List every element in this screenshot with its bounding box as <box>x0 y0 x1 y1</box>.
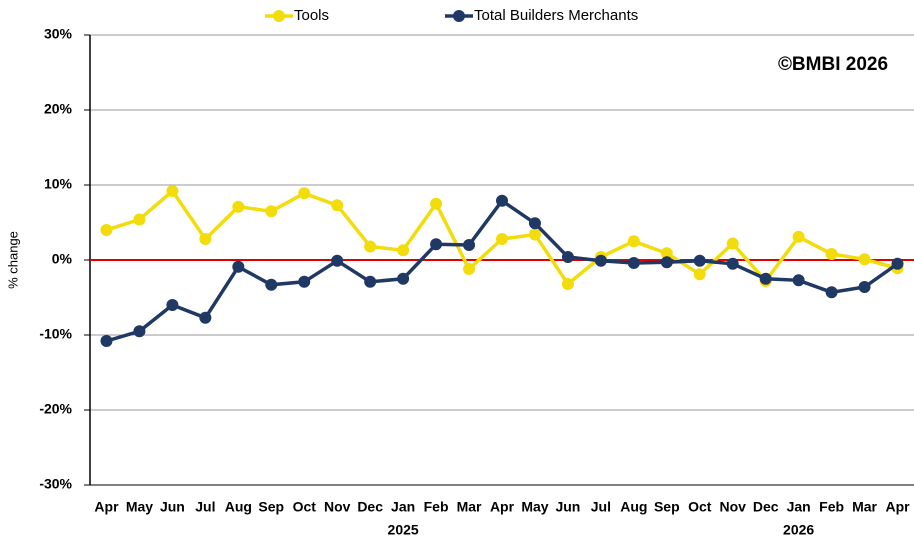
x-tick-label: Dec <box>753 499 779 515</box>
x-tick-label: Oct <box>293 499 317 515</box>
point <box>199 233 212 245</box>
point <box>561 251 574 263</box>
x-tick-label: May <box>126 499 153 515</box>
point <box>133 325 146 338</box>
point <box>133 213 146 226</box>
point <box>891 257 904 270</box>
point <box>627 257 640 269</box>
x-tick-label: Apr <box>94 499 119 515</box>
point <box>100 224 113 236</box>
point <box>792 274 805 287</box>
x-tick-label: Sep <box>258 499 284 515</box>
point <box>496 194 508 207</box>
point <box>693 268 706 281</box>
point <box>430 238 443 251</box>
point <box>397 272 410 285</box>
point <box>100 335 113 347</box>
legend-marker <box>273 10 285 22</box>
point <box>561 278 574 290</box>
point <box>792 230 805 243</box>
point <box>364 275 377 288</box>
legend-label: Tools <box>294 7 329 24</box>
point <box>759 272 772 285</box>
x-tick-label: Jul <box>195 499 215 515</box>
x-tick-label: Mar <box>457 499 482 515</box>
point <box>496 233 508 245</box>
x-tick-label: Nov <box>719 499 746 515</box>
y-tick-label: 0% <box>52 251 73 267</box>
point <box>858 281 871 293</box>
y-axis-label: % change <box>5 231 20 289</box>
point <box>594 254 607 267</box>
point <box>166 299 179 311</box>
x-tick-label: Jun <box>160 499 185 515</box>
x-tick-label: Jan <box>787 499 811 515</box>
point <box>166 185 179 197</box>
year-label: 2025 <box>388 522 419 538</box>
point <box>825 286 838 299</box>
point <box>726 237 739 250</box>
point <box>364 240 377 253</box>
y-tick-label: -10% <box>39 326 72 342</box>
point <box>660 247 673 260</box>
point <box>693 254 706 267</box>
y-tick-label: -20% <box>39 401 72 417</box>
y-tick-label: 20% <box>44 101 73 117</box>
point <box>463 239 476 251</box>
x-tick-label: Apr <box>490 499 515 515</box>
x-tick-label: Jun <box>555 499 580 515</box>
point <box>298 187 311 200</box>
x-tick-label: Nov <box>324 499 351 515</box>
x-tick-label: Sep <box>654 499 680 515</box>
legend-label: Total Builders Merchants <box>474 7 638 24</box>
x-tick-label: Dec <box>357 499 383 515</box>
point <box>232 200 245 213</box>
point <box>858 253 871 266</box>
point <box>463 263 476 275</box>
point <box>397 244 410 257</box>
point <box>627 235 640 248</box>
point <box>232 260 245 273</box>
x-tick-label: Mar <box>852 499 877 515</box>
x-tick-label: Oct <box>688 499 712 515</box>
x-tick-label: Jul <box>591 499 611 515</box>
x-tick-label: Jan <box>391 499 415 515</box>
point <box>199 311 212 324</box>
point <box>528 217 541 230</box>
point <box>298 275 311 288</box>
x-tick-label: Apr <box>885 499 910 515</box>
point <box>528 228 541 241</box>
point <box>430 197 443 210</box>
x-tick-label: Aug <box>225 499 252 515</box>
y-tick-label: 30% <box>44 26 73 42</box>
point <box>825 248 838 260</box>
point <box>726 257 739 270</box>
x-tick-label: Aug <box>620 499 647 515</box>
x-tick-label: Feb <box>819 499 844 515</box>
y-tick-label: -30% <box>39 476 72 492</box>
point <box>331 199 344 212</box>
year-label: 2026 <box>783 522 814 538</box>
point <box>265 278 278 291</box>
x-tick-label: Feb <box>424 499 449 515</box>
x-tick-label: May <box>521 499 548 515</box>
annotation: ©BMBI 2026 <box>778 54 888 75</box>
point <box>265 205 278 218</box>
legend-marker <box>453 10 465 22</box>
point <box>660 256 673 269</box>
point <box>331 254 344 267</box>
y-tick-label: 10% <box>44 176 73 192</box>
